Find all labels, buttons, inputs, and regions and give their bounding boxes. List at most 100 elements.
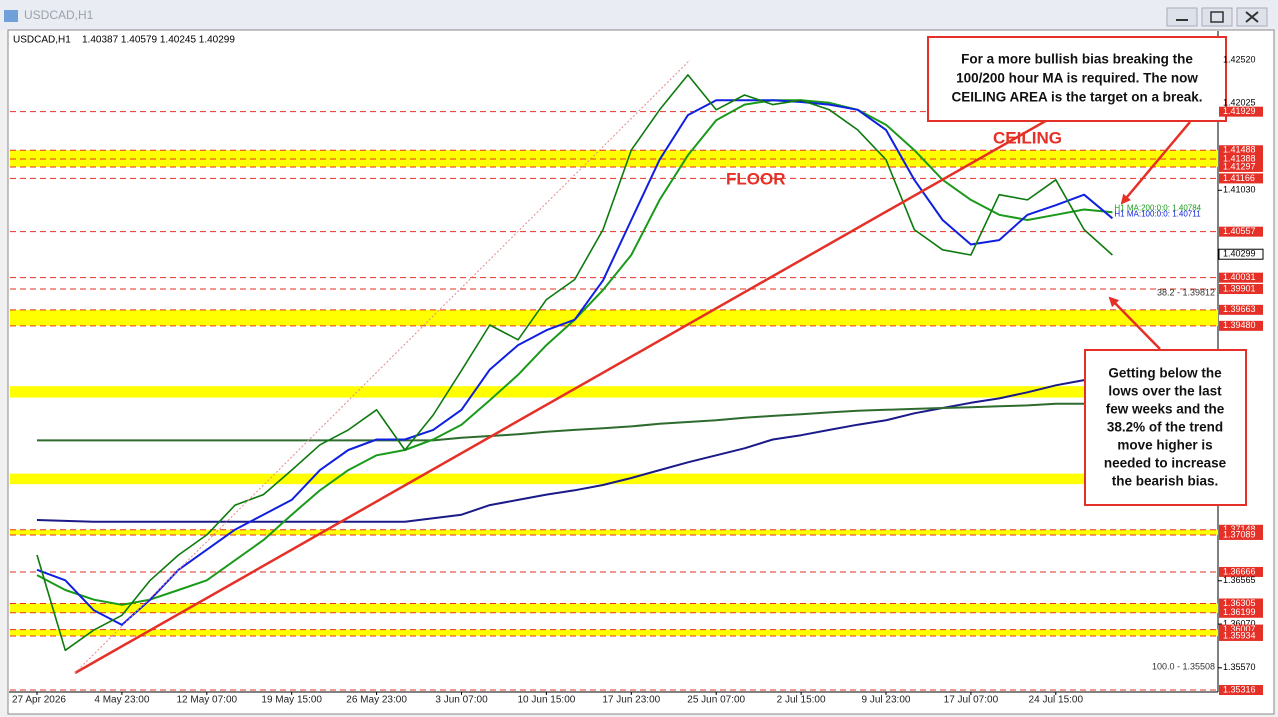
x-tick-label: 10 Jun 15:00 — [517, 695, 575, 706]
x-tick-label: 3 Jun 07:00 — [435, 695, 488, 706]
note-frame — [1084, 349, 1247, 506]
level-band — [10, 529, 1218, 535]
level-band — [10, 473, 1218, 485]
ceiling-label: CEILING — [993, 128, 1062, 147]
note-frame — [927, 36, 1227, 122]
price-tag — [1219, 173, 1263, 184]
price-tag — [1219, 524, 1263, 535]
title-bar — [0, 0, 1278, 30]
y-tick-label: 1.41297 — [1223, 161, 1256, 171]
note-line: CEILING AREA is the target on a break. — [951, 90, 1202, 105]
window-buttons — [1166, 7, 1268, 27]
y-tick-label: 1.36565 — [1223, 575, 1256, 585]
price-tag — [1219, 106, 1263, 117]
x-tick-label: 12 May 07:00 — [176, 695, 237, 706]
y-tick-label: 1.40557 — [1223, 226, 1256, 236]
window-title: USDCAD,H1 — [24, 8, 94, 22]
price-tag — [1219, 685, 1263, 695]
y-tick-label: 1.37148 — [1223, 524, 1256, 534]
note-line: 38.2% of the trend — [1107, 420, 1223, 435]
x-tick-label: 2 Jul 15:00 — [777, 695, 826, 706]
y-tick-label: 1.40299 — [1223, 249, 1256, 259]
note-line: lows over the last — [1108, 384, 1222, 399]
price-tag — [1219, 624, 1263, 635]
moving-average — [36, 374, 1113, 523]
x-tick-label: 9 Jul 23:00 — [862, 695, 911, 706]
arrow — [1108, 296, 1161, 350]
ma-label: H1 MA:100:0:0: 1.40711 — [1114, 209, 1201, 218]
note-line: few weeks and the — [1106, 402, 1225, 417]
ohlc: 1.40387 1.40579 1.40245 1.40299 — [82, 35, 235, 46]
fib-line — [74, 59, 691, 674]
ma-label: H1 MA:200:0:0: 1.40784 — [1114, 203, 1201, 212]
y-tick-label: 1.41488 — [1223, 145, 1256, 155]
x-tick-label: 17 Jun 23:00 — [602, 695, 660, 706]
y-tick-label: 1.35570 — [1223, 662, 1256, 672]
note-box: For a more bullish bias breaking the 100… — [927, 36, 1227, 122]
y-tick-label: 1.37089 — [1223, 529, 1256, 539]
y-tick-label: 1.40031 — [1223, 272, 1256, 282]
minimize-button[interactable] — [1166, 7, 1198, 27]
price-tag — [1219, 529, 1263, 540]
x-tick-label: 25 Jun 07:00 — [687, 695, 745, 706]
price-tag — [1219, 145, 1263, 156]
restore-button[interactable] — [1201, 7, 1233, 27]
arrow — [1120, 121, 1191, 205]
level-band — [10, 309, 1218, 326]
x-tick-label: 27 Apr 2026 — [12, 695, 66, 706]
price-tag — [1219, 320, 1263, 331]
moving-average — [37, 401, 1113, 442]
price-tag — [1219, 598, 1263, 609]
y-tick-label: 1.35316 — [1223, 684, 1256, 694]
price-line — [36, 74, 1113, 652]
window-icon — [4, 10, 18, 22]
note-line: 100/200 hour MA is required. The now — [956, 71, 1198, 86]
y-tick-label: 1.41166 — [1223, 173, 1255, 183]
y-tick-label: 1.41388 — [1223, 153, 1256, 163]
price-tag — [1219, 630, 1263, 641]
y-tick-label: 1.41030 — [1223, 185, 1256, 195]
y-tick-label: 1.36305 — [1223, 598, 1256, 608]
chart-area — [7, 29, 1275, 715]
moving-average — [36, 99, 1114, 626]
note-line: the bearish bias. — [1112, 474, 1219, 489]
y-tick-label: 1.42520 — [1223, 54, 1256, 64]
price-tag — [1219, 607, 1263, 618]
y-tick-label: 1.39901 — [1223, 283, 1256, 293]
y-tick-label: 1.36070 — [1223, 618, 1256, 628]
price-tag — [1219, 304, 1263, 315]
price-tag — [1219, 284, 1263, 295]
note-line: For a more bullish bias breaking the — [961, 52, 1193, 67]
note-line: Getting below the — [1108, 366, 1222, 381]
note-line: needed to increase — [1104, 456, 1227, 471]
retracement-label: 100.0 - 1.35508 — [1152, 661, 1215, 671]
y-tick-label: 1.39663 — [1223, 304, 1256, 314]
note-box: Getting below the lows over the last few… — [1084, 349, 1247, 506]
level-band — [10, 603, 1218, 613]
price-tag — [1219, 226, 1263, 237]
y-tick-label: 1.36666 — [1223, 566, 1256, 576]
price-tag — [1219, 566, 1263, 577]
close-icon — [1245, 11, 1259, 23]
restore-icon — [1210, 11, 1224, 23]
floor-label: FLOOR — [726, 169, 786, 188]
symbol: USDCAD,H1 — [13, 35, 71, 46]
price-tag — [1219, 153, 1263, 164]
retracement-label: 38.2 - 1.39812 — [1157, 287, 1215, 297]
y-tick-label: 1.39480 — [1223, 320, 1256, 330]
x-tick-label: 4 May 23:00 — [94, 695, 149, 706]
y-tick-label: 1.35934 — [1223, 630, 1256, 640]
y-tick-label: 1.41929 — [1223, 106, 1256, 116]
y-tick-label: 1.36007 — [1223, 624, 1256, 634]
trend-line — [74, 38, 1189, 675]
x-tick-label: 24 Jul 15:00 — [1029, 695, 1084, 706]
level-band — [10, 629, 1218, 636]
level-band — [10, 386, 1218, 398]
price-tag — [1218, 248, 1264, 260]
plot — [10, 59, 1222, 691]
x-tick-label: 19 May 15:00 — [261, 695, 322, 706]
y-tick-label: 1.36199 — [1223, 607, 1256, 617]
price-tag — [1219, 272, 1263, 283]
price-tag — [1219, 161, 1263, 172]
